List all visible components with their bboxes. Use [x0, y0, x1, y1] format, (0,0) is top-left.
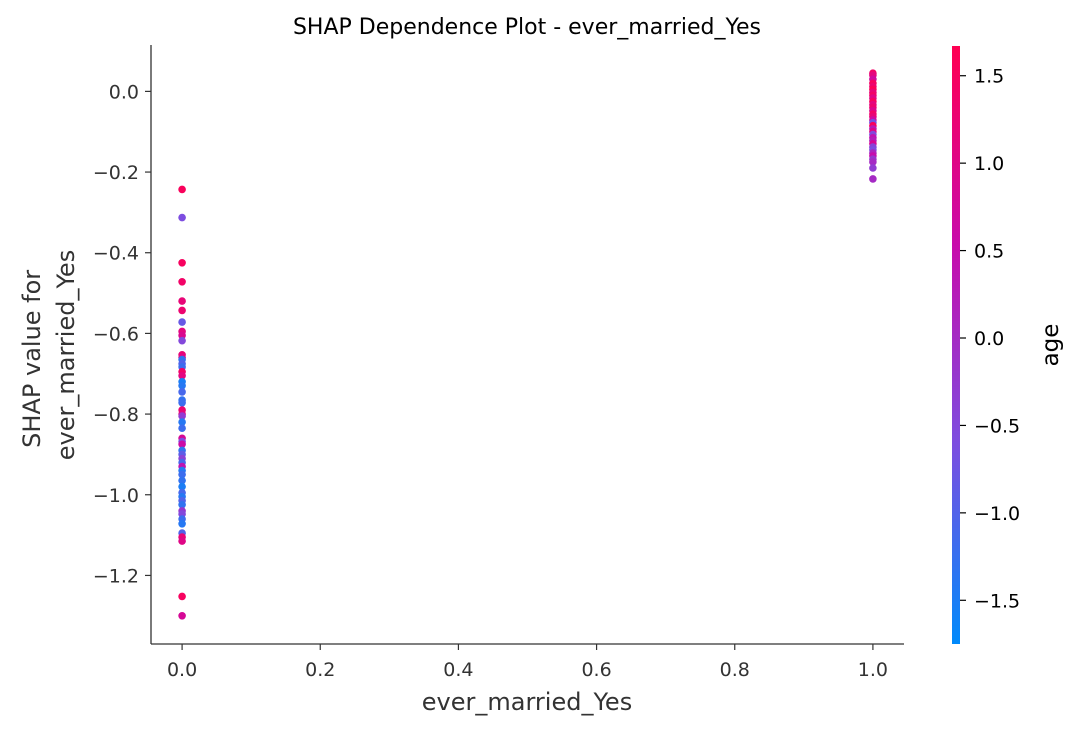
- colorbar-tick-label: 0.5: [974, 241, 1004, 263]
- y-tick-label: −0.8: [93, 404, 139, 426]
- scatter-point: [178, 612, 186, 620]
- colorbar-label: age: [1038, 324, 1064, 367]
- scatter-point: [178, 185, 186, 194]
- scatter-point: [178, 278, 186, 286]
- scatter-point: [178, 476, 186, 485]
- colorbar-tick-label: −1.5: [974, 590, 1020, 612]
- y-tick-label: −0.4: [93, 243, 139, 265]
- colorbar-tick-label: 0.0: [974, 328, 1004, 350]
- y-axis-label: SHAP value for ever_married_Yes: [18, 250, 80, 460]
- x-tick-label: 0.8: [720, 659, 750, 681]
- y-tick-label: 0.0: [109, 81, 139, 103]
- x-tick-label: 0.0: [167, 659, 197, 681]
- scatter-point: [178, 306, 186, 315]
- y-axis-label-line-1: SHAP value for: [18, 270, 46, 448]
- scatter-point: [178, 372, 186, 380]
- x-tick-label: 0.6: [581, 659, 611, 681]
- x-axis-ticks: 0.0 0.2 0.4 0.6 0.8 1.0: [167, 644, 888, 681]
- x-axis-label: ever_married_Yes: [422, 688, 632, 716]
- scatter-point: [869, 158, 877, 166]
- colorbar-tick-label: 1.5: [974, 66, 1004, 88]
- scatter-point: [869, 175, 877, 183]
- y-tick-label: −1.2: [93, 565, 139, 587]
- y-tick-label: −0.2: [93, 162, 139, 184]
- colorbar: [952, 46, 960, 644]
- x-tick-label: 0.2: [305, 659, 335, 681]
- scatter-point: [178, 520, 186, 528]
- scatter-points: [178, 69, 877, 620]
- colorbar-tick-label: −1.0: [974, 503, 1020, 525]
- scatter-point: [178, 418, 186, 426]
- scatter-point: [178, 213, 186, 222]
- scatter-point: [178, 331, 186, 340]
- scatter-point: [178, 424, 186, 433]
- scatter-point: [178, 501, 186, 509]
- colorbar-tick-label: −0.5: [974, 415, 1020, 437]
- y-tick-label: −1.0: [93, 485, 139, 507]
- scatter-point: [178, 259, 186, 267]
- chart-title: SHAP Dependence Plot - ever_married_Yes: [293, 15, 761, 40]
- scatter-point: [178, 470, 186, 479]
- y-axis-label-line-2: ever_married_Yes: [52, 250, 80, 460]
- y-tick-label: −0.6: [93, 323, 139, 345]
- scatter-point: [178, 592, 186, 601]
- scatter-point: [178, 297, 186, 305]
- scatter-point: [178, 318, 186, 326]
- y-axis-ticks: 0.0 −0.2 −0.4 −0.6 −0.8 −1.0 −1.2: [93, 81, 151, 587]
- colorbar-ticks: 1.5 1.0 0.5 0.0 −0.5 −1.0 −1.5: [960, 66, 1020, 612]
- scatter-point: [178, 399, 186, 407]
- scatter-point: [178, 482, 186, 491]
- x-tick-label: 1.0: [858, 659, 888, 681]
- scatter-point: [178, 388, 186, 396]
- scatter-point: [869, 164, 877, 172]
- scatter-point: [178, 537, 186, 545]
- colorbar-tick-label: 1.0: [974, 153, 1004, 175]
- x-tick-label: 0.4: [443, 659, 473, 681]
- scatter-point: [178, 336, 186, 345]
- scatter-point: [178, 440, 186, 449]
- scatter-point: [178, 412, 186, 420]
- scatter-point: [178, 382, 186, 390]
